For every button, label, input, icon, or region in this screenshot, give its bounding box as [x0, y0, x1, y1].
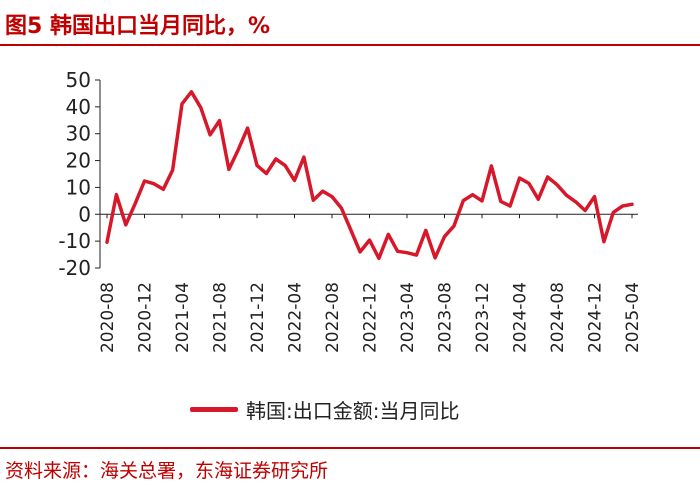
- y-tick-label: 10: [66, 175, 91, 199]
- chart-title: 图5 韩国出口当月同比，%: [5, 14, 271, 39]
- legend-line-swatch: [190, 406, 238, 412]
- source-note: 资料来源：海关总署，东海证券研究所: [5, 460, 329, 482]
- x-tick-label: 2022-04: [286, 282, 306, 353]
- y-tick-label: 50: [66, 68, 91, 92]
- series-line: [105, 90, 634, 261]
- x-tick-label: 2020-08: [98, 282, 118, 353]
- y-tick-label: -10: [58, 229, 91, 253]
- legend-label: 韩国:出口金额:当月同比: [246, 398, 460, 423]
- x-tick-label: 2021-04: [173, 282, 193, 353]
- y-tick-label: 20: [66, 149, 91, 173]
- x-tick-label: 2023-12: [473, 282, 493, 353]
- x-tick-label: 2021-08: [211, 282, 231, 353]
- footer-divider: [0, 447, 700, 449]
- y-tick-label: -20: [58, 256, 91, 280]
- x-tick-label: 2024-08: [548, 282, 568, 353]
- x-tick-label: 2022-12: [361, 282, 381, 353]
- y-tick-label: 30: [66, 122, 91, 146]
- x-tick-label: 2022-08: [323, 282, 343, 353]
- y-tick-label: 0: [78, 202, 91, 226]
- x-tick-label: 2021-12: [248, 282, 268, 353]
- legend: 韩国:出口金额:当月同比: [190, 396, 460, 423]
- x-tick-label: 2023-08: [436, 282, 456, 353]
- title-divider: [0, 44, 700, 46]
- x-tick-label: 2024-04: [511, 282, 531, 353]
- x-tick-label: 2024-12: [586, 282, 606, 353]
- x-tick-label: 2025-04: [623, 282, 643, 353]
- y-tick-label: 40: [66, 95, 91, 119]
- x-tick-label: 2020-12: [136, 282, 156, 353]
- x-tick-label: 2023-04: [398, 282, 418, 353]
